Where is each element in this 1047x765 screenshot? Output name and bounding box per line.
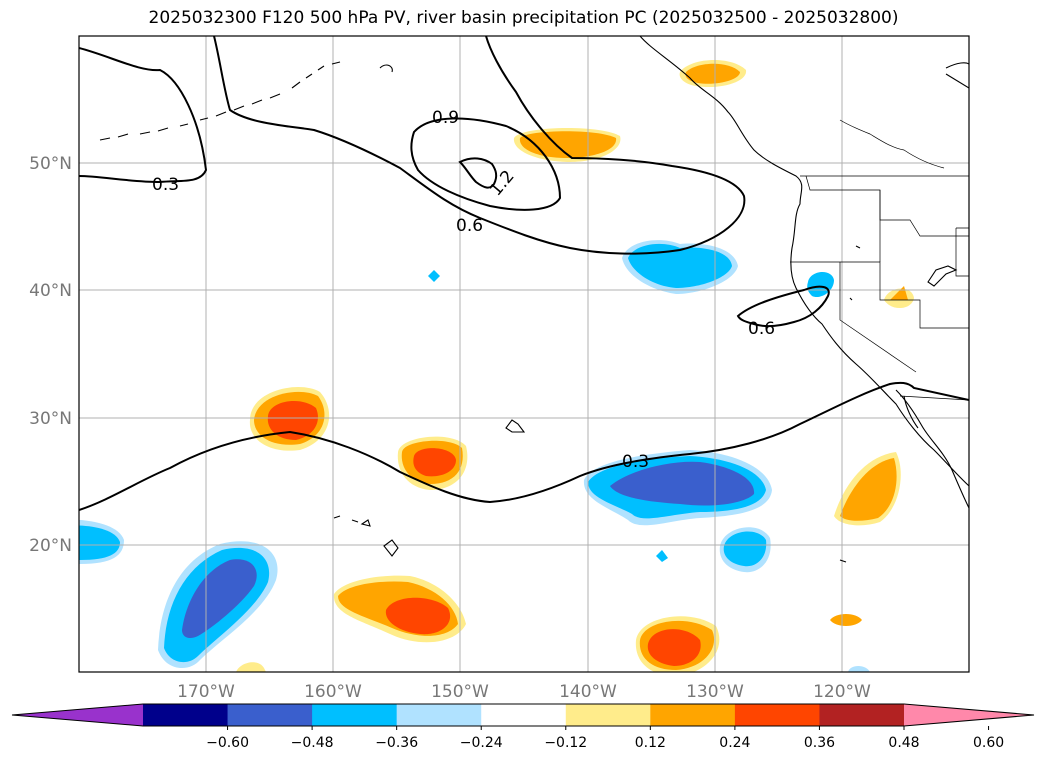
anomaly-positive [840,458,897,521]
colorbar-box [143,704,229,726]
colorbar-tick-label: −0.60 [206,735,249,751]
colorbar-tick-label: 0.48 [888,735,919,751]
lon-label: 130°W [686,682,744,702]
anomaly-positive [385,597,451,635]
anomaly-negative [182,559,257,638]
map-frame [78,35,970,673]
longitude-labels: 170°W 160°W 150°W 140°W 130°W 120°W [177,682,871,702]
contour-label: 0.6 [748,319,775,339]
anomaly-positive [830,614,862,626]
anomaly-negative [807,271,834,298]
coastlines [99,36,969,563]
lat-label: 30°N [29,409,72,429]
anomaly-positive [267,401,318,440]
latitude-labels: 50°N 40°N 30°N 20°N [29,154,72,556]
colorbar-box [227,704,313,726]
contour-line [458,157,498,189]
lon-label: 150°W [431,682,489,702]
colorbar-tick-label: 0.60 [973,735,1004,751]
anomaly-positive [413,448,456,477]
lon-label: 160°W [304,682,362,702]
contour-label: 0.9 [432,108,459,128]
anomaly-negative [79,525,120,560]
anomaly-positive [647,629,701,666]
lon-label: 120°W [813,682,871,702]
colorbar-tick-label: 0.36 [804,735,835,751]
colorbar: −0.60 −0.48 −0.36 −0.24 −0.12 0.12 0.24 0.36 0.4… [11,703,1035,751]
contour-line [79,381,969,511]
colorbar-box [481,704,567,726]
anomaly-positive [519,131,617,158]
lon-label: 140°W [559,682,617,702]
anomaly-positive [685,63,740,84]
lat-label: 50°N [29,154,72,174]
anomaly-negative [848,666,870,672]
political-borders [790,119,969,401]
colorbar-outline [11,703,1035,727]
anomaly-negative [428,270,440,282]
contour-line [213,36,746,255]
colorbar-tick-label: −0.48 [291,735,334,751]
colorbar-tick-label: 0.24 [719,735,750,751]
contour-line [736,285,830,328]
contour-label: 0.3 [152,175,179,195]
pv-contours [79,36,969,511]
colorbar-box [819,704,905,726]
colorbar-box [734,704,820,726]
anomaly-positive [236,662,266,672]
anomaly-negative [723,531,767,567]
map-title: 2025032300 F120 500 hPa PV, river basin … [148,8,899,28]
colorbar-extend-low [12,704,143,726]
lat-label: 40°N [29,281,72,301]
lat-label: 20°N [29,536,72,556]
colorbar-tick-label: −0.24 [460,735,503,751]
lon-label: 170°W [177,682,235,702]
map-plot-area: 0.3 0.9 1.2 0.6 0.6 0.3 [79,36,969,672]
graticule [79,36,969,672]
colorbar-box [312,704,398,726]
colorbar-tick-label: 0.12 [635,735,666,751]
colorbar-tick-label: −0.36 [375,735,418,751]
colorbar-extend-high [904,704,1034,726]
contour-line [79,47,208,184]
colorbar-box [565,704,651,726]
contour-label: 0.3 [622,452,649,472]
colorbar-tick-label: −0.12 [544,735,587,751]
anomaly-negative [628,243,732,288]
contour-label: 0.6 [456,216,483,236]
anomaly-negative [610,461,755,506]
contour-line [410,117,562,211]
anomaly-negative [656,550,668,562]
colorbar-box [396,704,482,726]
colorbar-box [650,704,736,726]
